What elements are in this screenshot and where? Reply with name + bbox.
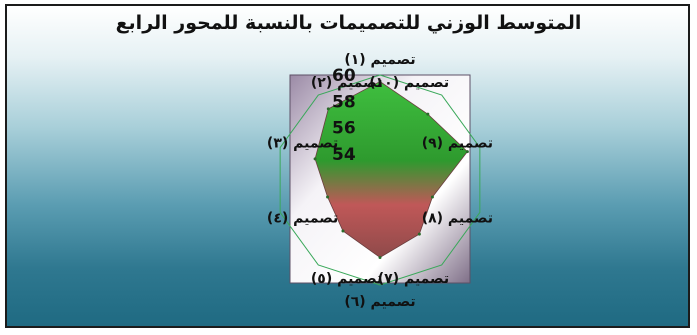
- radar-point: [430, 195, 434, 199]
- category-label: تصميم (٤): [267, 210, 338, 226]
- radial-tick-label: 54: [332, 145, 356, 165]
- category-label: تصميم (٩): [422, 136, 493, 152]
- radar-point: [326, 195, 330, 199]
- radar-grid-outer: [279, 74, 481, 286]
- radial-tick-label: 58: [332, 92, 356, 112]
- category-label: تصميم (٥): [311, 271, 382, 287]
- radar-point: [313, 157, 317, 161]
- radial-tick-label: 56: [332, 119, 356, 139]
- category-label: تصميم (٨): [422, 210, 493, 226]
- category-label: تصميم (١): [344, 52, 415, 68]
- category-label: تصميم (٧): [378, 271, 449, 287]
- radar-point: [417, 232, 421, 236]
- category-label: تصميم (١٠): [369, 75, 449, 91]
- chart-title: المتوسط الوزني للتصميمات بالنسبة للمحور …: [115, 12, 582, 34]
- radar-point: [341, 229, 345, 233]
- category-label: تصميم (٣): [267, 136, 338, 152]
- radar-point: [378, 255, 382, 259]
- radar-point: [426, 112, 430, 116]
- category-label: تصميم (٢): [311, 75, 382, 91]
- radar-point: [378, 80, 382, 84]
- category-label: تصميم (٦): [344, 294, 415, 310]
- radar-point: [326, 107, 330, 111]
- radar-point: [465, 150, 469, 154]
- radial-tick-label: 60: [332, 66, 356, 86]
